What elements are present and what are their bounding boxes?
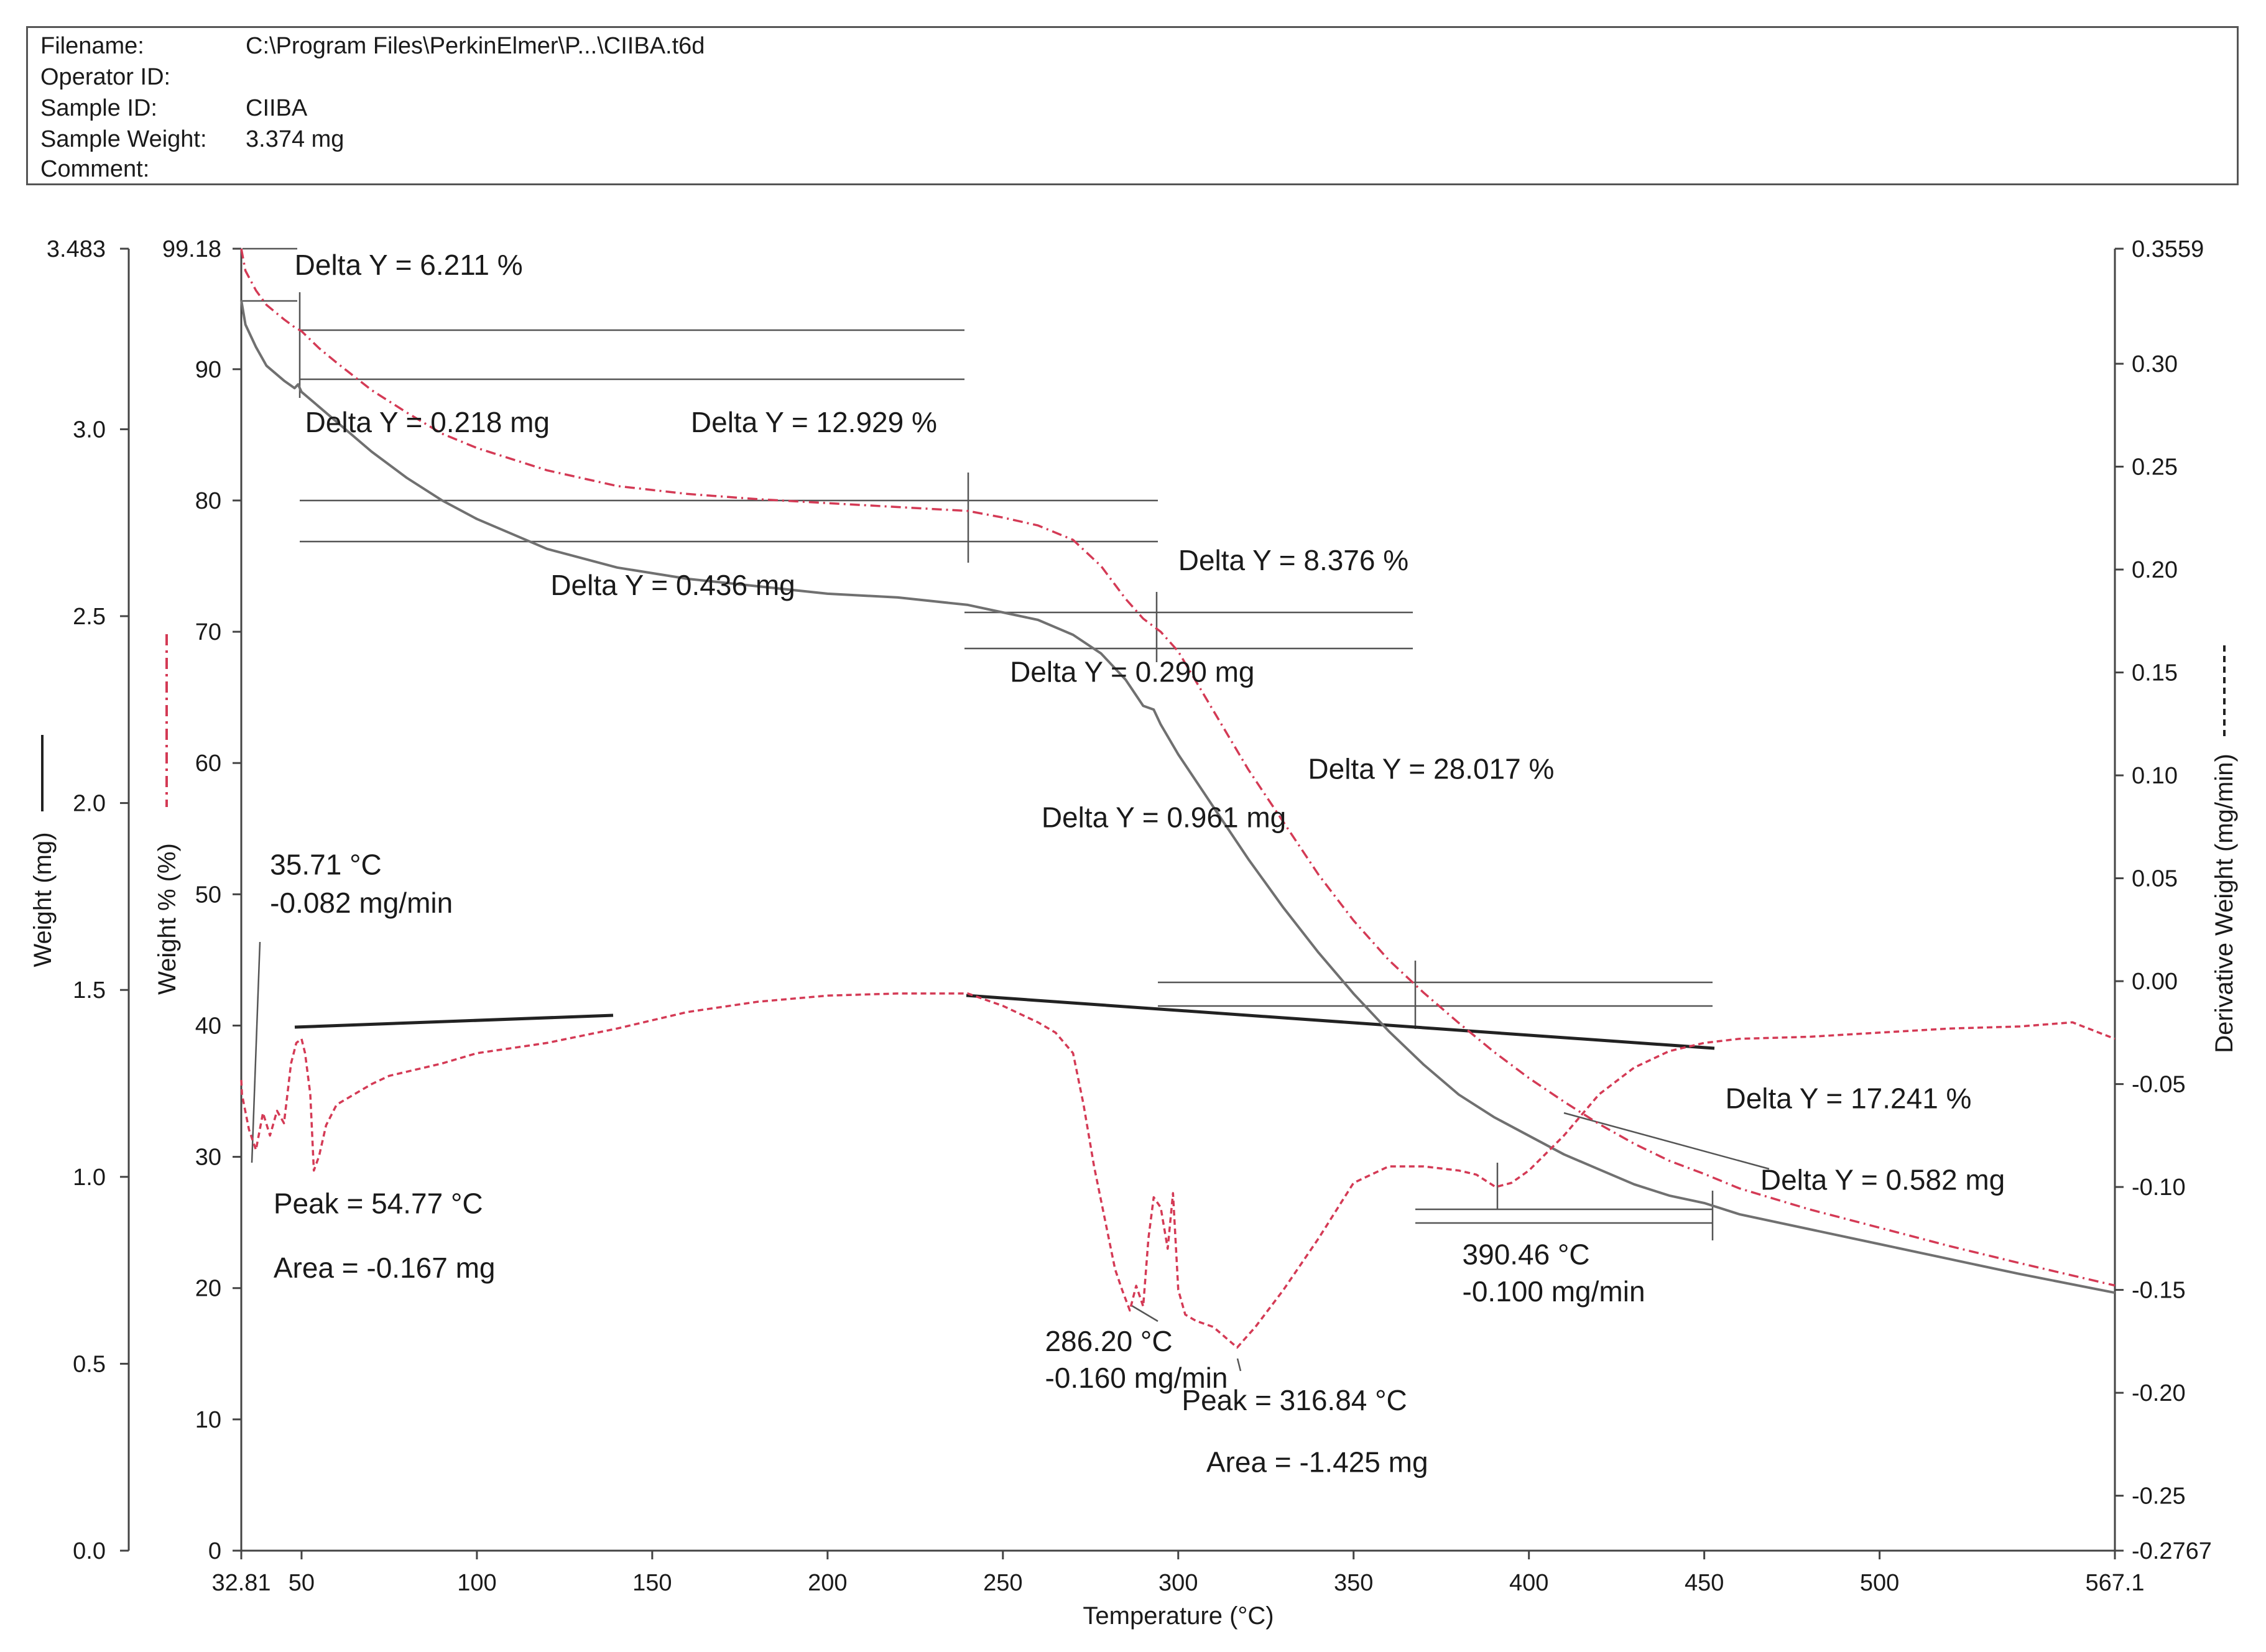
pct-tick-label: 30 bbox=[195, 1145, 221, 1171]
pct-tick-label: 40 bbox=[195, 1013, 221, 1039]
chart-annotation: -0.082 mg/min bbox=[270, 887, 453, 919]
sample-info-header: Filename: C:\Program Files\PerkinElmer\P… bbox=[26, 26, 2239, 185]
data-series bbox=[240, 248, 2116, 1349]
deriv-tick-label: 0.10 bbox=[2132, 763, 2178, 789]
series-line-mg bbox=[240, 300, 2116, 1294]
sample-id-value: CIIBA bbox=[246, 95, 308, 121]
chart-annotation: -0.100 mg/min bbox=[1463, 1275, 1645, 1308]
deriv-tick-label: -0.10 bbox=[2132, 1174, 2186, 1201]
chart-annotation: Delta Y = 0.436 mg bbox=[550, 569, 795, 601]
pct-tick-label: 70 bbox=[195, 619, 221, 645]
peak2-leader bbox=[1236, 1358, 1242, 1372]
x-axis-title: Temperature (°C) bbox=[1083, 1602, 1274, 1630]
mg-tick-label: 1.0 bbox=[73, 1165, 106, 1191]
peak-leader bbox=[251, 941, 261, 1163]
chart-annotation: Delta Y = 12.929 % bbox=[691, 406, 937, 438]
series-line-pct bbox=[240, 248, 2116, 1287]
x-tick-label: 567.1 bbox=[2085, 1570, 2144, 1596]
left-axis-title: Weight (mg) bbox=[29, 832, 57, 967]
delta-leader bbox=[1563, 1112, 1770, 1170]
pct-tick-label: 50 bbox=[195, 882, 221, 908]
operator-id-label: Operator ID: bbox=[40, 64, 171, 90]
x-tick-label: 100 bbox=[457, 1570, 496, 1596]
chart-annotation: Delta Y = 0.582 mg bbox=[1760, 1163, 2005, 1196]
deriv-tick-label: 0.20 bbox=[2132, 557, 2178, 583]
chart-annotation: Peak = 316.84 °C bbox=[1182, 1384, 1407, 1416]
chart-annotation: Delta Y = 0.290 mg bbox=[1010, 655, 1254, 688]
sample-weight-label: Sample Weight: bbox=[40, 126, 207, 152]
pct-tick-label: 99.18 bbox=[162, 236, 221, 262]
x-tick-label: 300 bbox=[1158, 1570, 1198, 1596]
deriv-tick-label: 0.15 bbox=[2132, 660, 2178, 686]
x-tick-label: 500 bbox=[1860, 1570, 1899, 1596]
mg-tick-label: 2.5 bbox=[73, 604, 106, 630]
series-line-deriv bbox=[240, 992, 2116, 1349]
peak2-baseline bbox=[966, 994, 1715, 1050]
pct-tick-label: 90 bbox=[195, 357, 221, 383]
mg-tick-label: 1.5 bbox=[73, 977, 106, 1004]
deriv-tick-label: -0.05 bbox=[2132, 1072, 2186, 1098]
x-tick-label: 450 bbox=[1685, 1570, 1724, 1596]
chart-annotation: Delta Y = 8.376 % bbox=[1178, 544, 1408, 576]
mg-tick-label: 2.0 bbox=[73, 791, 106, 817]
chart-annotation: Peak = 54.77 °C bbox=[274, 1187, 483, 1219]
deriv-tick-label: 0.05 bbox=[2132, 866, 2178, 892]
x-tick-label: 150 bbox=[632, 1570, 672, 1596]
deriv-tick-label: -0.15 bbox=[2132, 1278, 2186, 1304]
chart-annotation: 286.20 °C bbox=[1045, 1325, 1172, 1357]
pct-tick-label: 20 bbox=[195, 1276, 221, 1302]
pct-tick-label: 60 bbox=[195, 750, 221, 777]
chart-axes bbox=[127, 249, 2116, 1552]
deriv-tick-label: 0.30 bbox=[2132, 351, 2178, 377]
sample-weight-value: 3.374 mg bbox=[246, 126, 345, 152]
deriv-tick-label: -0.2767 bbox=[2132, 1538, 2212, 1564]
mg-tick-label: 3.483 bbox=[47, 236, 106, 262]
chart-annotation: Delta Y = 6.211 % bbox=[295, 249, 523, 281]
deriv-tick-label: 0.00 bbox=[2132, 969, 2178, 995]
deriv-tick-label: -0.20 bbox=[2132, 1380, 2186, 1406]
comment-label: Comment: bbox=[40, 156, 150, 182]
pct-tick-label: 10 bbox=[195, 1407, 221, 1433]
x-tick-label: 400 bbox=[1509, 1570, 1548, 1596]
filename-label: Filename: bbox=[40, 33, 144, 59]
pct-tick-label: 80 bbox=[195, 488, 221, 514]
mg-tick-label: 3.0 bbox=[73, 417, 106, 443]
pct-axis-title: Weight % (%) bbox=[154, 843, 181, 995]
chart-annotation: Area = -1.425 mg bbox=[1206, 1446, 1428, 1478]
mg-tick-label: 0.5 bbox=[73, 1351, 106, 1377]
chart-annotation: Delta Y = 28.017 % bbox=[1308, 753, 1554, 785]
deriv-tick-label: 0.25 bbox=[2132, 455, 2178, 481]
deriv-tick-label: 0.3559 bbox=[2132, 236, 2204, 262]
sample-id-label: Sample ID: bbox=[40, 95, 157, 121]
deriv-tick-label: -0.25 bbox=[2132, 1484, 2186, 1510]
x-tick-label: 350 bbox=[1334, 1570, 1373, 1596]
x-tick-label: 50 bbox=[289, 1570, 315, 1596]
chart-annotation: Delta Y = 0.961 mg bbox=[1042, 801, 1286, 834]
tick-labels: 32.81 50 100 150 200 250 300 350 400 450 500 567.10… bbox=[47, 236, 2212, 1596]
chart-annotation: Delta Y = 0.218 mg bbox=[305, 406, 550, 438]
pct-tick-label: 0 bbox=[208, 1538, 221, 1564]
peak1-baseline bbox=[294, 1013, 614, 1029]
chart-annotation: 390.46 °C bbox=[1463, 1239, 1590, 1271]
right-axis-title: Derivative Weight (mg/min) bbox=[2211, 754, 2238, 1053]
x-tick-label: 250 bbox=[983, 1570, 1022, 1596]
chart-annotation: -0.160 mg/min bbox=[1045, 1362, 1228, 1394]
chart-annotation: 35.71 °C bbox=[270, 849, 382, 881]
chart-annotation: Delta Y = 17.241 % bbox=[1725, 1082, 1971, 1114]
mg-tick-label: 0.0 bbox=[73, 1538, 106, 1564]
filename-value: C:\Program Files\PerkinElmer\P...\CIIBA.… bbox=[246, 33, 705, 59]
x-tick-label: 200 bbox=[808, 1570, 847, 1596]
x-tick-label: 32.81 bbox=[211, 1570, 271, 1596]
annotations: Delta Y = 6.211 % Delta Y = 0.218 mg Delta… bbox=[270, 249, 2005, 1479]
onset-leader bbox=[1131, 1304, 1158, 1322]
chart-annotation: Area = -0.167 mg bbox=[274, 1252, 496, 1284]
